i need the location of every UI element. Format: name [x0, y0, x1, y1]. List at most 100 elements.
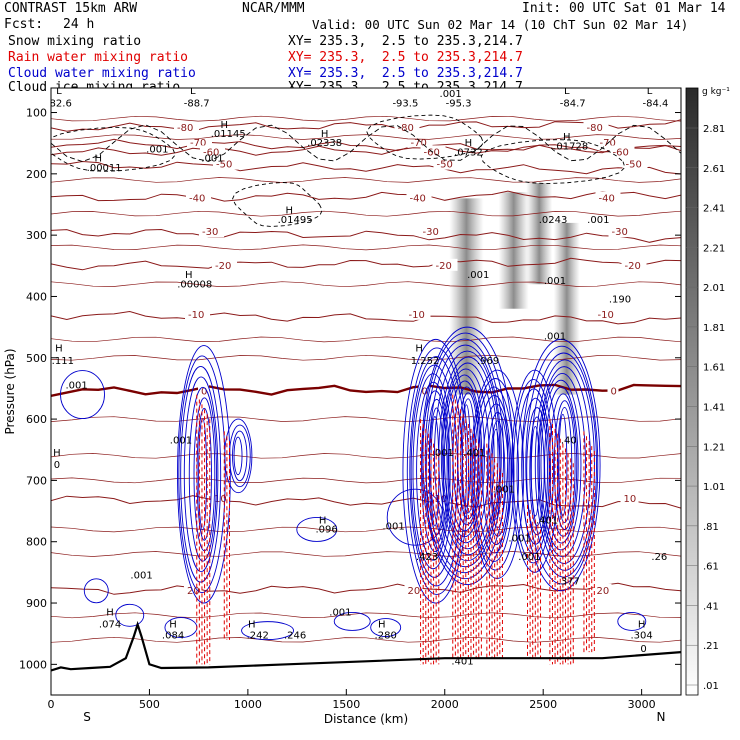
model-title: CONTRAST 15km ARW [4, 1, 138, 16]
temperature-contour-label: -30 [612, 227, 628, 238]
contour-label-bg [593, 583, 612, 596]
field-annotation: .401 [451, 656, 473, 667]
y-tick-label: 800 [26, 536, 47, 549]
temperature-contour [51, 582, 681, 595]
contour-label-bg [594, 307, 620, 320]
temperature-contour-label: -30 [202, 227, 218, 238]
ice-shading [526, 183, 553, 285]
colorbar-tick-label: 1.01 [703, 482, 725, 493]
x-end-label-left: S [83, 710, 91, 724]
field-annotation: .01145 [211, 129, 246, 140]
temperature-contour [51, 526, 681, 533]
temperature-contour [51, 138, 681, 153]
field-annotation: -93.5 [392, 98, 418, 109]
cloud-water-contour [425, 398, 448, 544]
temperature-contour [51, 115, 681, 122]
field-annotation: .001 [382, 521, 404, 532]
field-annotation: L [56, 86, 62, 97]
field-annotation: .001 [146, 144, 168, 155]
contour-label-bg [405, 307, 431, 320]
field-annotation: .01495 [278, 215, 313, 226]
cloud-water-contour [115, 603, 145, 627]
cloud-water-contour [60, 370, 105, 420]
contour-label-bg [607, 384, 619, 397]
field-annotation: .074 [99, 620, 121, 631]
field-label-snow: Snow mixing ratio [8, 34, 142, 49]
cloud-water-contour [617, 611, 647, 631]
field-annotation: 0 [54, 460, 60, 471]
cloud-water-contour [188, 386, 217, 562]
field-annotation: .40 [561, 436, 577, 447]
field-annotation: .001 [440, 89, 462, 100]
temperature-contour [51, 354, 681, 361]
cloud-water-contour [452, 386, 481, 526]
field-annotation: L [564, 86, 570, 97]
colorbar-tick-label: 2.21 [703, 243, 725, 254]
field-annotation: .246 [284, 631, 306, 642]
field-annotation: .280 [375, 631, 397, 642]
field-annotation: .001 [130, 571, 152, 582]
center-label: NCAR/MMM [242, 1, 305, 16]
field-annotation: H [285, 206, 293, 217]
colorbar-tick-label: .61 [703, 562, 719, 573]
y-tick-label: 300 [26, 229, 47, 242]
cloud-water-contour [525, 345, 599, 585]
cloud-water-contour [416, 381, 451, 561]
contour-label-bg [418, 384, 430, 397]
field-annotation: .001 [544, 331, 566, 342]
field-annotation: H [169, 620, 177, 631]
field-annotation: H [321, 129, 329, 140]
temperature-contour [51, 144, 681, 156]
field-annotation: .969 [477, 356, 499, 367]
y-tick-label: 400 [26, 290, 47, 303]
colorbar-tick-label: 1.81 [703, 323, 725, 334]
cloud-ice-contour [480, 139, 626, 185]
temperature-contour-label: -20 [215, 261, 231, 272]
field-annotation: .377 [558, 577, 580, 588]
contour-label-bg [199, 225, 224, 238]
contour-label-bg [200, 145, 225, 158]
field-annotation: H [415, 344, 423, 355]
valid-time: Valid: 00 UTC Sun 02 Mar 14 (10 ChT Sun … [312, 17, 689, 32]
temperature-contour-label: -60 [424, 147, 440, 158]
cloud-water-contour [486, 411, 509, 537]
forecast-hours: 24 h [63, 17, 95, 32]
temperature-contour [51, 336, 681, 343]
temperature-contour [51, 612, 681, 619]
field-annotation: .0732 [454, 147, 483, 158]
cloud-water-contour [421, 326, 514, 586]
cloud-water-contour [232, 430, 248, 482]
contour-label-bg [212, 258, 237, 271]
field-annotation: .001 [170, 436, 192, 447]
temperature-contour-label: -50 [437, 160, 453, 171]
temperature-contour-label: -60 [613, 147, 629, 158]
field-annotation: .190 [609, 295, 631, 306]
field-annotation: H [55, 344, 63, 355]
field-xy-snow: XY= 235.3, 2.5 to 235.3,214.7 [288, 34, 523, 49]
field-annotation: .001 [432, 448, 454, 459]
cloud-water-contour [482, 403, 511, 546]
y-tick-label: 700 [26, 474, 47, 487]
x-tick-label: 3000 [628, 698, 656, 711]
temperature-contour [51, 281, 681, 288]
field-annotation: H [53, 448, 61, 459]
temperature-contour-label: 0 [422, 387, 428, 398]
temperature-contour [51, 119, 681, 132]
contour-label-bg [394, 120, 420, 133]
field-annotation: .00011 [87, 163, 122, 174]
cloud-ice-contour [51, 126, 176, 172]
field-annotation: H [638, 620, 646, 631]
x-tick-label: 1500 [332, 698, 360, 711]
temperature-contour [51, 477, 681, 484]
x-tick-label: 0 [48, 698, 55, 711]
temperature-contour-label: -10 [409, 310, 425, 321]
temperature-contour-label: -40 [410, 193, 426, 204]
temperature-contour-label: -70 [411, 138, 427, 149]
field-annotation: .423 [416, 552, 438, 563]
field-label-cloudwater: Cloud water mixing ratio [8, 66, 196, 81]
cloud-water-contour [233, 436, 243, 476]
y-tick-label: 600 [26, 413, 47, 426]
field-annotation: .084 [162, 631, 184, 642]
x-axis-label: Distance (km) [324, 712, 408, 726]
